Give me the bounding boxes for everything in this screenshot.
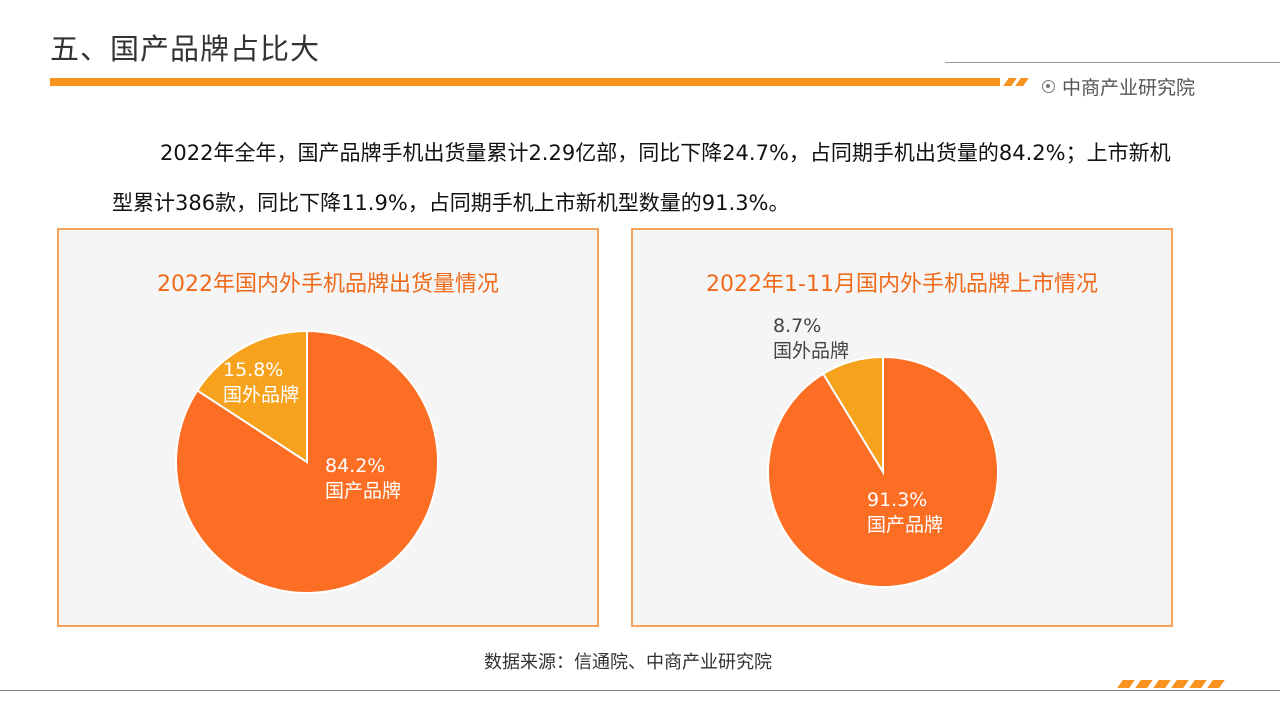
summary-text: 2022年全年，国产品牌手机出货量累计2.29亿部，同比下降24.7%，占同期手… [112,141,1171,215]
summary-paragraph: 2022年全年，国产品牌手机出货量累计2.29亿部，同比下降24.7%，占同期手… [112,128,1172,228]
pie-slice-domestic [175,329,439,594]
slice-value-label: 15.8% [223,359,283,381]
chart-title: 2022年国内外手机品牌出货量情况 [157,272,499,297]
pie-slice-domestic [767,355,999,588]
title-underline [50,78,1000,86]
slice-name-label: 国产品牌 [325,480,401,502]
brand-name: 中商产业研究院 [1062,77,1196,99]
brand-logo: 中商产业研究院 [1042,73,1195,100]
chart-panel-new-models: 2022年1-11月国内外手机品牌上市情况 91.3% 国产品牌 8.7% 国外品牌 [631,228,1173,627]
slice-value-label: 84.2% [325,455,385,477]
title-stripes-decoration [1002,78,1032,86]
pie-slice-foreign [821,355,884,476]
slice-value-label: 8.7% [773,315,821,337]
data-source: 数据来源：信通院、中商产业研究院 [484,652,772,673]
slice-name-label: 国产品牌 [867,514,943,536]
chart-title: 2022年1-11月国内外手机品牌上市情况 [706,272,1098,297]
slice-name-label: 国外品牌 [223,384,299,406]
slice-name-label: 国外品牌 [773,340,849,362]
page-title: 五、国产品牌占比大 [50,32,321,66]
chart-panel-shipments: 2022年国内外手机品牌出货量情况 84.2% 国产品牌 15.8% 国外品牌 [57,228,599,627]
slice-value-label: 91.3% [867,489,927,511]
pie-chart-shipments: 84.2% 国产品牌 15.8% 国外品牌 [175,329,439,594]
footer-stripes-decoration [1112,680,1242,688]
pie-slice-foreign [195,329,308,464]
header-divider [945,62,1280,63]
target-icon [1042,80,1055,93]
footer-divider [0,690,1280,691]
pie-chart-new-models: 91.3% 国产品牌 8.7% 国外品牌 [767,315,999,588]
